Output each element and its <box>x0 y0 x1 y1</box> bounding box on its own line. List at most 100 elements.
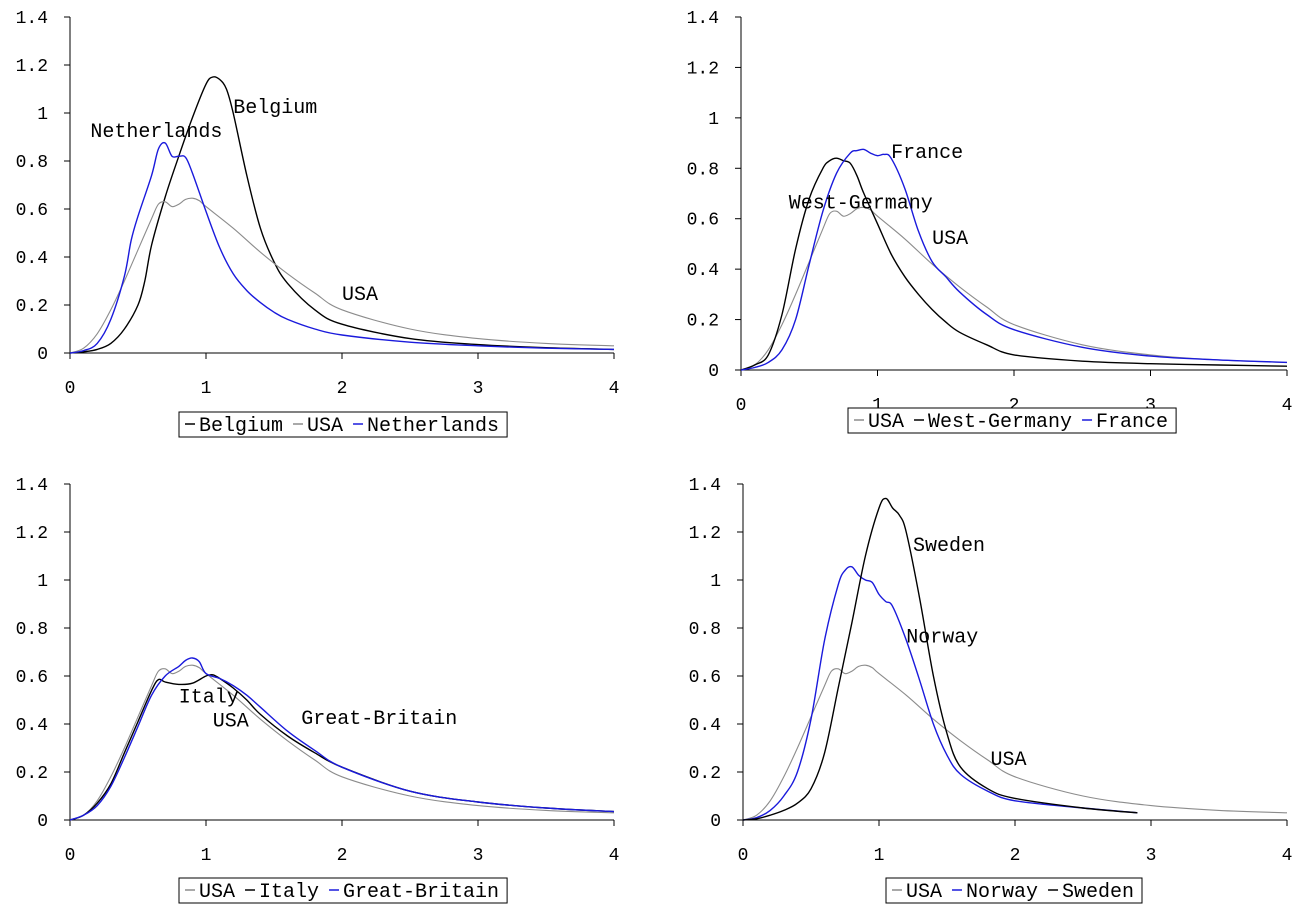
y-tick-label: 1.2 <box>687 59 719 79</box>
y-tick-label: 1.2 <box>16 524 48 544</box>
legend-item-sweden: Sweden <box>1048 881 1134 904</box>
legend-label: Sweden <box>1062 881 1134 904</box>
annotation-netherlands: Netherlands <box>90 121 222 144</box>
y-tick-label: 0.6 <box>687 211 719 231</box>
y-tick-label: 1.4 <box>16 9 48 29</box>
annotation-usa: USA <box>213 710 249 733</box>
y-tick-label: 1.2 <box>689 524 721 544</box>
y-tick-label: 1.2 <box>16 57 48 77</box>
x-tick-label: 0 <box>65 379 76 399</box>
legend-item-west-germany: West-Germany <box>914 411 1072 434</box>
y-tick-label: 0.2 <box>16 297 48 317</box>
legend-item-netherlands: Netherlands <box>353 415 499 438</box>
legend-label: USA <box>868 411 904 434</box>
y-tick-label: 0.2 <box>16 764 48 784</box>
legend-label: Norway <box>966 881 1038 904</box>
y-tick-label: 0 <box>37 812 48 832</box>
x-tick-label: 4 <box>609 379 620 399</box>
x-tick-label: 3 <box>1146 846 1157 866</box>
x-tick-label: 0 <box>65 846 76 866</box>
y-tick-label: 0.4 <box>16 249 48 269</box>
legend-item-france: France <box>1082 411 1168 434</box>
legend-item-usa: USA <box>185 881 235 904</box>
series-line-netherlands <box>69 141 615 354</box>
annotation-great-britain: Great-Britain <box>301 708 457 731</box>
series-line-norway <box>742 565 1138 821</box>
annotation-sweden: Sweden <box>913 535 985 558</box>
y-tick-label: 0.6 <box>16 201 48 221</box>
x-tick-label: 1 <box>201 379 212 399</box>
series-line-usa <box>69 197 615 354</box>
series-line-great-britain <box>69 657 615 821</box>
x-tick-label: 3 <box>473 379 484 399</box>
y-tick-label: 0.8 <box>16 153 48 173</box>
x-tick-label: 3 <box>473 846 484 866</box>
legend: USA West-Germany France <box>847 407 1177 434</box>
x-tick-label: 1 <box>874 846 885 866</box>
annotation-usa: USA <box>932 228 968 251</box>
series-line-usa <box>69 664 615 821</box>
legend: USA Italy Great-Britain <box>178 877 508 904</box>
legend-item-usa: USA <box>293 415 343 438</box>
x-tick-label: 1 <box>872 396 883 416</box>
x-tick-label: 3 <box>1145 396 1156 416</box>
x-tick-label: 2 <box>1010 846 1021 866</box>
series-line-west-germany <box>740 157 1288 371</box>
y-tick-label: 1.4 <box>689 476 721 496</box>
x-tick-label: 4 <box>1282 396 1293 416</box>
legend-box <box>847 407 1177 434</box>
series-line-usa <box>740 206 1288 371</box>
x-tick-label: 4 <box>1282 846 1293 866</box>
legend-label: Great-Britain <box>343 881 499 904</box>
legend-item-norway: Norway <box>952 881 1038 904</box>
legend-box <box>178 411 508 438</box>
y-tick-label: 0.8 <box>687 160 719 180</box>
y-tick-label: 0.8 <box>689 620 721 640</box>
annotation-france: France <box>891 142 963 165</box>
x-tick-label: 1 <box>201 846 212 866</box>
y-tick-label: 1.4 <box>687 9 719 29</box>
legend-label: USA <box>307 415 343 438</box>
y-tick-label: 0.2 <box>689 764 721 784</box>
y-tick-label: 0.2 <box>687 312 719 332</box>
x-tick-label: 2 <box>337 846 348 866</box>
y-tick-label: 1 <box>37 105 48 125</box>
legend-label: USA <box>906 881 942 904</box>
y-tick-label: 1 <box>710 572 721 592</box>
series-line-france <box>740 148 1288 371</box>
legend-box <box>178 877 508 904</box>
legend-label: West-Germany <box>928 411 1072 434</box>
legend-item-usa: USA <box>854 411 904 434</box>
legend-label: France <box>1096 411 1168 434</box>
y-tick-label: 0.4 <box>687 261 719 281</box>
legend-item-great-britain: Great-Britain <box>329 881 499 904</box>
y-tick-label: 0 <box>710 812 721 832</box>
series-line-belgium <box>69 76 615 354</box>
y-tick-label: 1 <box>37 572 48 592</box>
legend: USA Norway Sweden <box>885 877 1143 904</box>
annotation-usa: USA <box>991 749 1027 772</box>
annotation-norway: Norway <box>906 626 978 649</box>
y-tick-label: 0.4 <box>689 716 721 736</box>
y-tick-label: 1.4 <box>16 476 48 496</box>
x-tick-label: 2 <box>337 379 348 399</box>
y-tick-label: 0 <box>37 345 48 365</box>
legend-label: USA <box>199 881 235 904</box>
y-tick-label: 0.4 <box>16 716 48 736</box>
legend-label: Netherlands <box>367 415 499 438</box>
legend-box <box>885 877 1143 904</box>
y-tick-label: 0.6 <box>16 668 48 688</box>
y-tick-label: 1 <box>708 110 719 130</box>
series-line-sweden <box>742 497 1138 821</box>
legend-item-belgium: Belgium <box>185 415 283 438</box>
legend-item-usa: USA <box>892 881 942 904</box>
x-tick-label: 0 <box>738 846 749 866</box>
annotation-usa: USA <box>342 284 378 307</box>
chart-panel-1: 0 0.2 0.4 0.6 0.8 1 1.2 1.4 0 1 2 3 4 Belgium Netherla… <box>16 9 620 438</box>
legend-label: Belgium <box>199 415 283 438</box>
y-tick-label: 0.6 <box>689 668 721 688</box>
annotation-belgium: Belgium <box>233 97 317 120</box>
y-tick-label: 0.8 <box>16 620 48 640</box>
